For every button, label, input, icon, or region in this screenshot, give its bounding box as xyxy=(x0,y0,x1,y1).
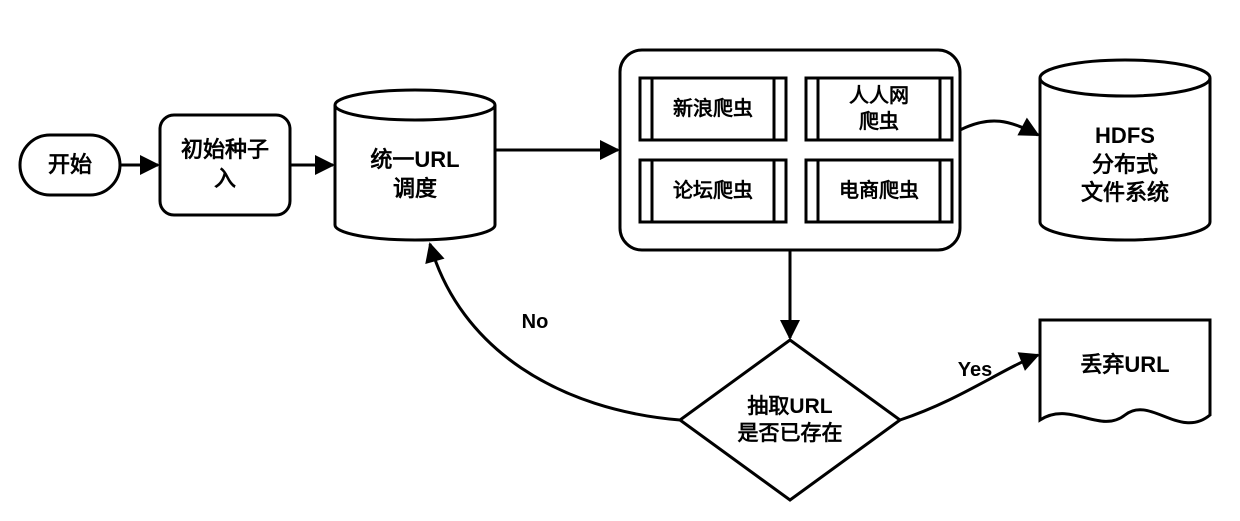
flowchart-canvas: 开始 初始种子 入 统一URL 调度 新浪爬虫 人人网 爬虫 论坛爬虫 电商爬虫… xyxy=(0,0,1240,521)
label-edge-yes: Yes xyxy=(950,358,1000,382)
label-edge-no: No xyxy=(510,310,560,334)
edge-crawlers-hdfs xyxy=(960,121,1038,135)
label-sched: 统一URL 调度 xyxy=(335,120,495,230)
label-crawler-forum: 论坛爬虫 xyxy=(652,160,774,222)
label-decision: 抽取URL 是否已存在 xyxy=(700,380,880,460)
flowchart-svg xyxy=(0,0,1240,521)
label-crawler-renren: 人人网 爬虫 xyxy=(818,78,940,140)
label-hdfs: HDFS 分布式 文件系统 xyxy=(1040,100,1210,230)
label-discard: 丢弃URL xyxy=(1040,330,1210,400)
label-seed: 初始种子 入 xyxy=(160,115,290,215)
label-start: 开始 xyxy=(20,135,120,195)
label-crawler-ecom: 电商爬虫 xyxy=(818,160,940,222)
label-crawler-sina: 新浪爬虫 xyxy=(652,78,774,140)
